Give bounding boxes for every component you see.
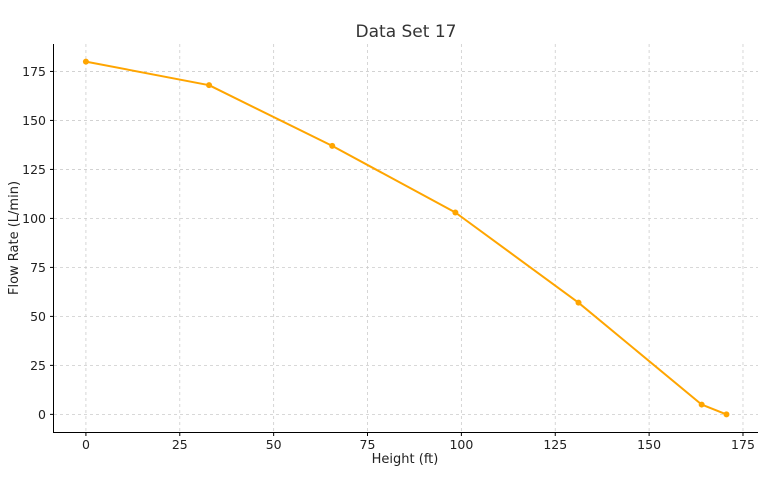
x-tick-label-2: 50: [266, 437, 282, 452]
y-tick-label-4: 100: [22, 211, 46, 226]
data-point-1: [206, 82, 213, 89]
y-tick-label-2: 50: [30, 309, 46, 324]
x-axis-label: Height (ft): [372, 452, 439, 467]
chart-title: Data Set 17: [356, 22, 457, 42]
data-point-3: [452, 209, 459, 216]
x-tick-label-3: 75: [360, 437, 376, 452]
y-tick-label-0: 0: [38, 407, 46, 422]
x-tick-label-7: 175: [731, 437, 755, 452]
series-layer: [82, 58, 730, 418]
grid-layer: [54, 44, 758, 432]
data-point-5: [698, 401, 705, 408]
y-tick-label-1: 25: [30, 358, 46, 373]
x-tick-label-4: 100: [449, 437, 473, 452]
y-tick-label-6: 150: [22, 113, 46, 128]
data-point-0: [82, 58, 89, 65]
y-tick-label-7: 175: [22, 64, 46, 79]
data-point-6: [723, 411, 730, 418]
x-tick-label-5: 125: [543, 437, 567, 452]
x-tick-label-1: 25: [172, 437, 188, 452]
y-tick-label-3: 75: [30, 260, 46, 275]
y-tick-label-5: 125: [22, 162, 46, 177]
x-tick-label-6: 150: [637, 437, 661, 452]
data-point-4: [575, 299, 582, 306]
x-tick-label-0: 0: [82, 437, 90, 452]
y-axis-label: Flow Rate (L/min): [7, 181, 22, 295]
tick-layer: 0 25 50 75 100 125 150 175 0 25 50 75 100 125 150 175: [22, 64, 755, 452]
series-line-0: [85, 60, 727, 416]
data-point-2: [329, 142, 336, 149]
